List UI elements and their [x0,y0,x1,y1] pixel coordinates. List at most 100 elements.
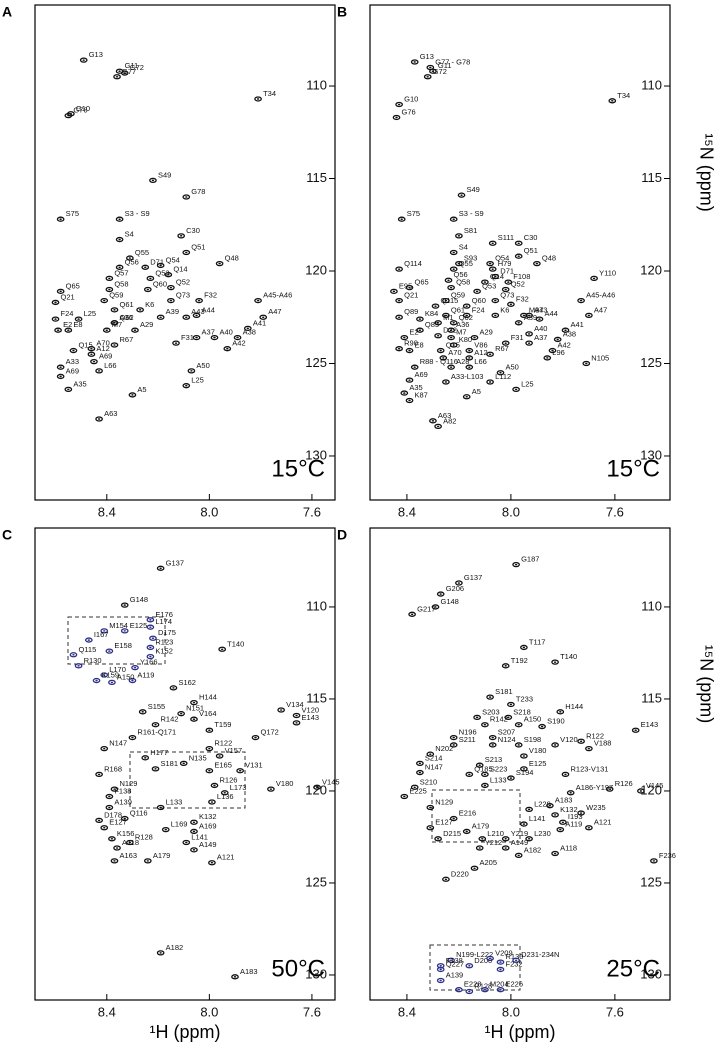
peak-label: I193 [568,812,583,821]
peak-label: A163 [119,851,137,860]
peak [126,839,134,846]
dashed-box [431,789,521,843]
peak-core [149,655,152,658]
peak-label: K132 [560,805,578,814]
peak [520,766,528,772]
peak [146,644,155,651]
peak-label: Q55 [459,259,473,268]
peak-core [192,849,196,851]
peak-core [108,806,111,809]
peak-label: V120 [560,735,578,744]
peak-label: R67 [495,344,509,353]
peak-core [115,75,119,78]
peak-core [408,399,411,402]
peak-core [553,814,557,816]
peak-label: Q61 [119,300,133,309]
peak-core [494,275,497,278]
peak [520,753,528,759]
peak-core [491,268,494,270]
peak-core [473,867,476,870]
peak-label: A119 [565,820,582,829]
peak-core [397,268,401,270]
peak-core [504,665,507,667]
peak [556,826,565,833]
peak-core [538,318,541,320]
peak-label: V145 [646,781,664,790]
peak-core [103,630,106,632]
peak [501,663,510,669]
peak-core [154,723,157,726]
peak-core [113,788,116,790]
peak-label: L25 [84,309,97,318]
peak-label: F31 [181,333,194,342]
peak-core [167,273,170,276]
peak-label: E125 [529,759,547,768]
peak-label: A118 [122,838,139,847]
peak-label: Q60 [472,296,486,305]
peak [608,98,617,104]
peak [177,711,186,717]
peak [408,611,416,617]
peak [465,347,474,354]
peak [259,314,268,320]
peak-core [118,70,121,73]
peak [442,297,450,304]
peak-label: A35 [73,379,86,388]
peak-core [592,277,596,280]
peak [449,320,458,326]
peak-core [131,736,134,739]
peak-core [535,262,539,265]
peak-label: N147 [425,763,443,772]
peak [92,677,101,684]
peak-label: A119 [137,671,154,680]
peak-core [439,349,442,352]
peak [208,799,216,805]
peak [462,394,471,400]
peak-core [540,725,544,728]
peak-label: D22 [443,326,457,335]
peak-core [413,61,416,63]
peak [449,266,458,272]
peak-core [123,630,126,632]
panel-letter: B [337,4,347,20]
peak-label: V188 [594,739,612,748]
y-tick-label: 120 [640,262,662,277]
peak-label: M154 [109,621,128,630]
peak-core [97,418,101,420]
peak-core [517,854,520,857]
peak-core [522,768,526,770]
peak [447,334,455,341]
peak-core [397,299,401,302]
peak [434,333,442,339]
peak-label: A149 [199,840,217,849]
peak [486,955,494,962]
peak-core [413,786,416,789]
peak [392,114,401,121]
peak [488,266,497,272]
x-axis-label: ¹H (ppm) [485,1022,556,1042]
peak-label: Q14 [173,265,187,274]
peak [205,727,214,733]
peak-label: V157 [225,746,243,755]
peak [156,804,165,811]
peak-core [444,878,448,881]
peak [512,561,520,568]
x-axis-label: ¹H (ppm) [150,1022,221,1042]
peak [525,836,533,842]
peak-label: D215 [443,829,461,838]
peak-core [149,619,152,621]
dashed-box [67,616,166,665]
peak [491,273,500,280]
peak-label: R122 [214,739,232,748]
peak-label: Q73 [500,291,514,300]
peak-core [488,262,492,265]
peak-core [587,826,591,829]
peak-label: R142 [490,715,508,724]
peak [465,364,474,370]
peak [410,364,419,370]
peak-core [172,687,175,689]
panel-frame [34,4,336,501]
peak-label: Q61 [451,305,465,314]
peak-core [133,666,137,669]
